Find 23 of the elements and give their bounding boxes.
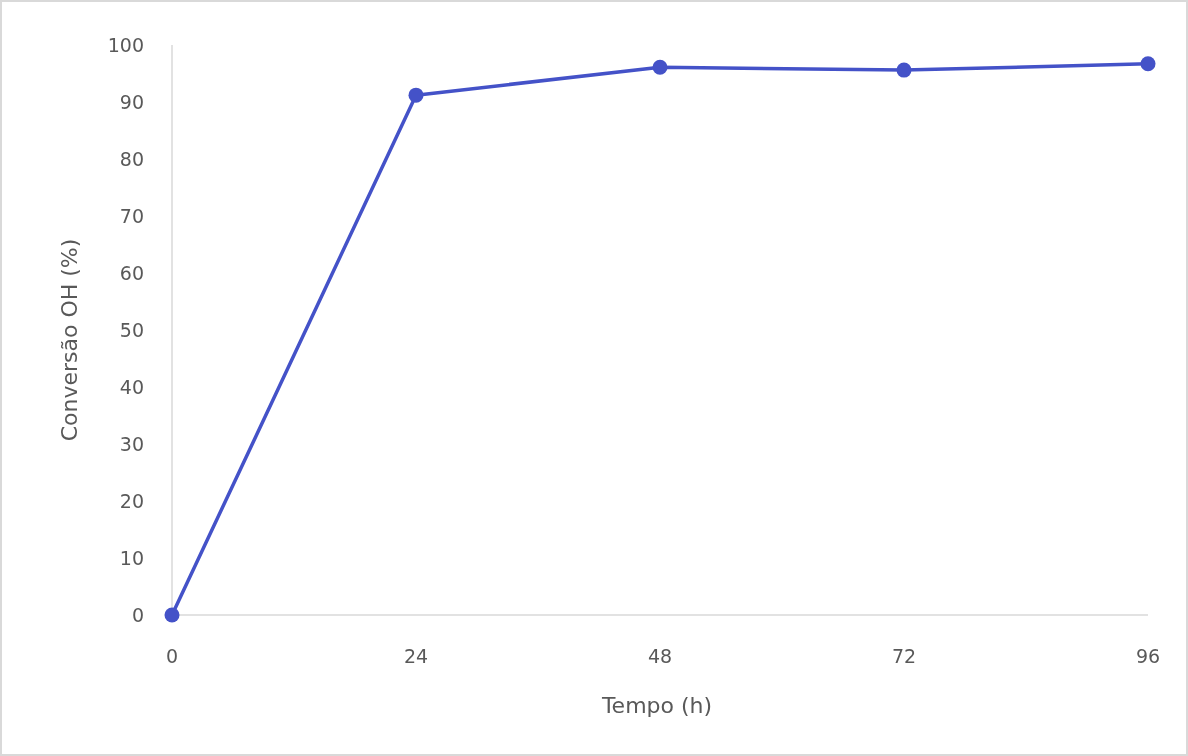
point — [652, 59, 668, 75]
point — [408, 87, 424, 103]
x-tick-label: 24 — [403, 645, 429, 667]
x-tick-label: 48 — [647, 645, 673, 667]
y-tick-label: 20 — [119, 489, 144, 512]
y-tick-label: 50 — [119, 318, 144, 341]
y-tick-label: 0 — [131, 603, 144, 626]
x-axis-title: Tempo (h) — [600, 693, 713, 718]
y-tick-label: 70 — [119, 204, 144, 227]
y-axis-title: Conversão OH (%) — [57, 238, 82, 442]
y-tick-label: 60 — [119, 261, 144, 284]
y-tick-label: 90 — [119, 90, 144, 113]
y-tick-label: 80 — [119, 147, 144, 170]
x-tick-label: 72 — [891, 645, 917, 667]
point — [896, 62, 912, 78]
x-tick-label: 96 — [1135, 645, 1161, 667]
y-tick-label: 100 — [107, 33, 144, 56]
y-tick-label: 30 — [119, 432, 144, 455]
y-tick-label: 10 — [119, 546, 144, 569]
point — [164, 607, 180, 623]
point — [1140, 56, 1156, 72]
x-tick-label: 0 — [165, 645, 179, 667]
y-tick-label: 40 — [119, 375, 144, 398]
